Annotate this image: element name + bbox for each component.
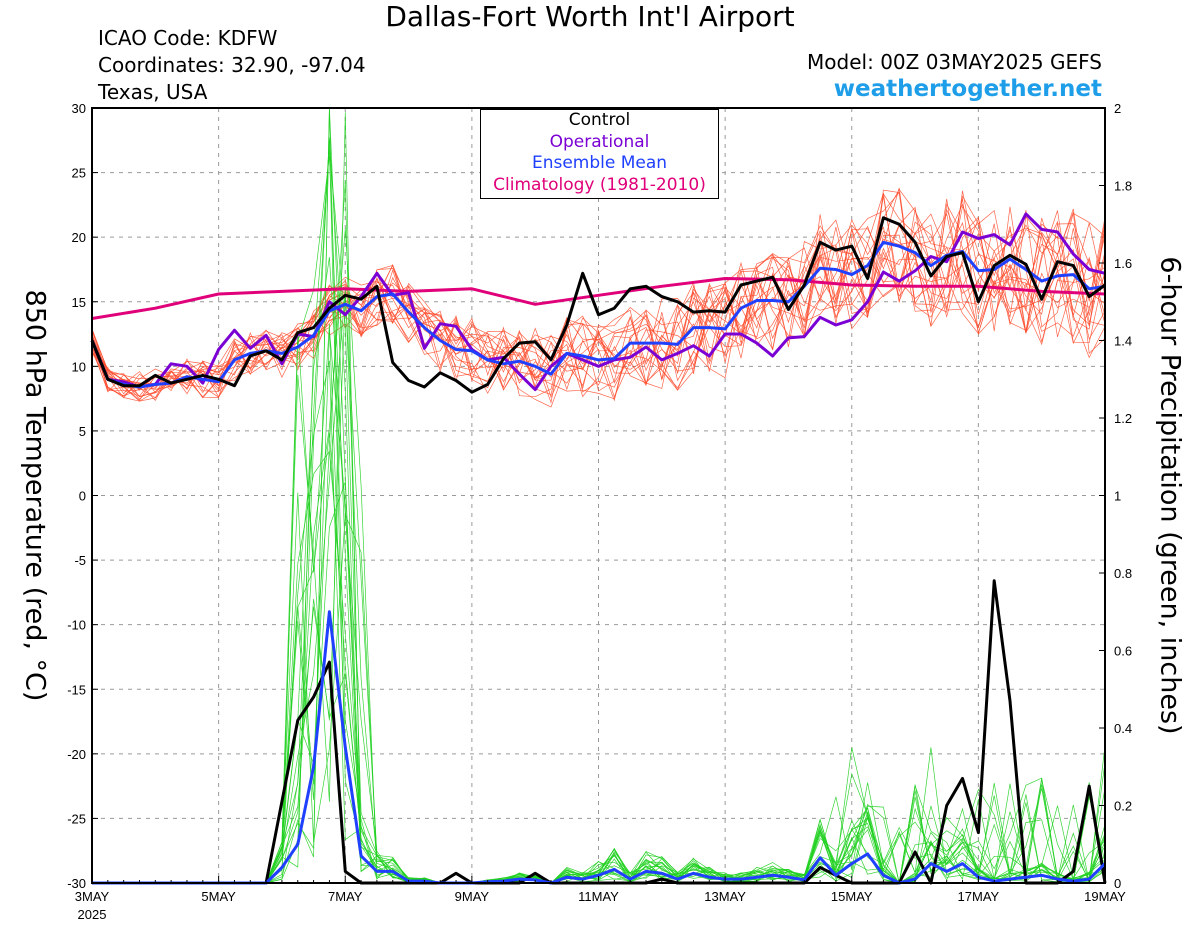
y-tick-label-right: 1.2 — [1114, 411, 1132, 426]
y-tick-label-left: -30 — [67, 876, 86, 891]
y-tick-label-left: 20 — [72, 230, 86, 245]
temp-member-line — [91, 188, 1106, 399]
temp-member-line — [91, 213, 1106, 397]
x-tick-label: 11MAY — [578, 889, 619, 904]
model-run: Model: 00Z 03MAY2025 GEFS — [807, 50, 1102, 74]
temp-member-line — [91, 208, 1106, 397]
x-tick-label: 9MAY — [455, 889, 490, 904]
y-axis-right-label: 6-hour Precipitation (green, inches) — [1154, 256, 1186, 735]
temp-member-line — [91, 192, 1106, 395]
precip-member-line — [92, 360, 1106, 884]
operational-line — [90, 212, 1106, 392]
y-tick-label-left: 0 — [79, 489, 86, 504]
legend-operational: Operational — [549, 131, 650, 152]
y-tick-label-right: 0.2 — [1114, 799, 1132, 814]
icao-code: ICAO Code: KDFW — [98, 26, 278, 50]
y-tick-label-right: 1 — [1114, 489, 1121, 504]
y-tick-label-left: -10 — [67, 618, 86, 633]
legend: Control Operational Ensemble Mean Climat… — [480, 109, 719, 199]
x-tick-label: 19MAY — [1084, 889, 1126, 904]
y-tick-label-right: 0.6 — [1114, 644, 1132, 659]
y-tick-label-left: 15 — [72, 295, 86, 310]
y-tick-label-left: -15 — [67, 682, 86, 697]
x-tick-label: 3MAY — [75, 889, 110, 904]
y-tick-label-left: -5 — [74, 553, 86, 568]
y-tick-label-left: 30 — [72, 101, 86, 116]
ensemble-mean-precip-line — [92, 610, 1107, 885]
y-tick-label-left: -20 — [67, 747, 86, 762]
x-tick-label: 7MAY — [328, 889, 363, 904]
control-line — [90, 216, 1106, 394]
y-tick-label-left: 25 — [72, 166, 86, 181]
y-axis-left-label: 850 hPa Temperature (red, °C) — [19, 289, 51, 702]
axis-ticks: 302520151050-5-10-15-20-25-3021.81.61.41… — [67, 101, 1132, 922]
y-tick-label-right: 1.6 — [1114, 256, 1132, 271]
temp-member-line — [91, 192, 1106, 395]
precip-member-line — [92, 107, 1106, 884]
legend-ensemble-mean: Ensemble Mean — [531, 153, 668, 173]
x-tick-label: 5MAY — [201, 889, 236, 904]
x-tick-label: 17MAY — [958, 889, 1000, 904]
legend-control: Control — [568, 110, 631, 130]
climatology-line — [91, 277, 1106, 320]
precip-member-line — [92, 432, 1106, 884]
y-tick-label-right: 0.8 — [1114, 566, 1132, 581]
y-tick-label-right: 1.4 — [1114, 334, 1132, 349]
series-lines — [90, 212, 1107, 885]
x-tick-label: 13MAY — [704, 889, 746, 904]
coordinates: Coordinates: 32.90, -97.04 — [98, 53, 366, 77]
y-tick-label-left: -25 — [67, 811, 86, 826]
legend-climatology: Climatology (1981-2010) — [493, 174, 706, 195]
region: Texas, USA — [98, 80, 208, 104]
x-year-label: 2025 — [78, 907, 107, 922]
x-tick-label: 15MAY — [831, 889, 873, 904]
temp-member-line — [91, 221, 1106, 402]
chart-title: Dallas-Fort Worth Int'l Airport — [385, 0, 795, 33]
temp-member-line — [91, 198, 1106, 400]
ensemble-members — [91, 107, 1106, 884]
y-tick-label-right: 2 — [1114, 101, 1121, 116]
site-link[interactable]: weathertogether.net — [833, 76, 1102, 102]
y-tick-label-left: 5 — [79, 424, 86, 439]
y-tick-label-right: 1.8 — [1114, 179, 1132, 194]
y-tick-label-right: 0 — [1114, 876, 1121, 891]
y-tick-label-right: 0.4 — [1114, 721, 1132, 736]
y-tick-label-left: 10 — [72, 359, 86, 374]
